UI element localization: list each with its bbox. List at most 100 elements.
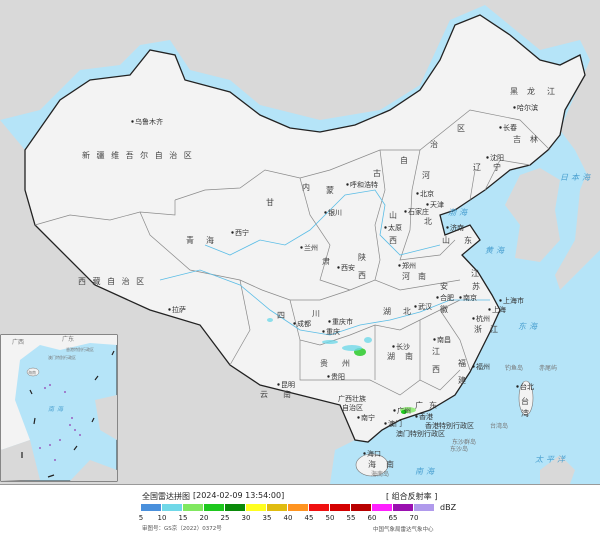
city-dot <box>357 416 360 419</box>
map-label: 海口 <box>367 449 381 458</box>
city-dot <box>472 317 475 320</box>
city-dot <box>472 365 475 368</box>
city-dot <box>436 296 439 299</box>
map-label: 台湾岛 <box>490 422 508 430</box>
philippines <box>540 455 575 484</box>
map-label: 古 <box>373 168 383 178</box>
scale-tick-label: 70 <box>409 514 419 522</box>
color-swatch <box>393 504 413 511</box>
map-label: 州 <box>342 359 352 368</box>
color-swatch <box>225 504 245 511</box>
map-label: 福 <box>458 359 468 368</box>
scale-tick-label: 60 <box>367 514 377 522</box>
legend-product: [ 组合反射率 ] <box>386 492 438 501</box>
map-label: 贵 <box>320 358 330 368</box>
map-label: 香港 <box>419 412 433 421</box>
city-dot <box>404 210 407 213</box>
map-label: 南 <box>405 351 415 361</box>
map-label: 区 <box>457 124 467 133</box>
map-label: 甘 <box>266 197 276 207</box>
city-dot <box>459 296 462 299</box>
city-dot <box>392 345 395 348</box>
city-dot <box>415 415 418 418</box>
inset-label-hainan: 海南 <box>28 369 36 375</box>
color-swatch <box>246 504 266 511</box>
map-label: 南 <box>418 271 428 281</box>
map-label: 川 <box>312 309 322 318</box>
map-label: 苏 <box>472 281 482 291</box>
map-label: 河 <box>422 170 432 180</box>
map-label: 呼和浩特 <box>350 180 378 189</box>
map-label: 兰州 <box>304 243 318 252</box>
map-label: 新 疆 维 吾 尔 自 治 区 <box>82 150 194 160</box>
city-dot <box>277 383 280 386</box>
city-dot <box>346 183 349 186</box>
map-label: 东沙群岛 <box>452 438 476 446</box>
map-label: 钓鱼岛 <box>505 364 523 372</box>
map-label: 广 <box>415 400 425 410</box>
city-dot <box>414 305 417 308</box>
scale-tick-label: 25 <box>220 514 230 522</box>
map-label: 西 <box>358 271 368 280</box>
city-dot <box>324 211 327 214</box>
sea-label: 日本海 <box>560 173 593 182</box>
map-label: 蒙 <box>326 185 336 195</box>
city-dot <box>499 126 502 129</box>
taiwan-island <box>518 380 534 416</box>
legend-title: 全国雷达拼图 <box>142 492 190 501</box>
radar-echoes <box>267 318 416 414</box>
map-label: 辽 <box>473 163 483 172</box>
map-label: 乌鲁木齐 <box>135 117 163 126</box>
map-label: 浙 <box>474 324 484 334</box>
map-label: 南宁 <box>361 413 375 422</box>
map-label: 澳门 <box>388 419 402 428</box>
map-label: 南 <box>283 389 293 399</box>
map-label: 台北 <box>520 382 534 391</box>
city-dot <box>499 299 502 302</box>
scale-tick-label: 45 <box>304 514 314 522</box>
map-label: 重庆市 <box>332 317 353 326</box>
map-label: 山 <box>389 210 399 220</box>
map-label: 南昌 <box>437 335 451 344</box>
japan <box>555 140 600 290</box>
map-label: 香港特别行政区 <box>425 421 474 430</box>
map-label: 自 <box>400 155 410 165</box>
rivers <box>159 189 490 336</box>
province-borders <box>34 109 551 396</box>
map-label: 安 <box>440 281 450 291</box>
map-label: 西 藏 自 治 区 <box>78 276 146 286</box>
city-dot <box>293 322 296 325</box>
map-label: 上海市 <box>503 296 524 305</box>
map-label: 四 <box>277 311 287 320</box>
legend-unit: dBZ <box>440 503 457 512</box>
map-label: 西 <box>432 365 442 374</box>
sea-label: 渤海 <box>448 208 470 217</box>
city-dot <box>426 203 429 206</box>
map-label: 北京 <box>420 189 434 198</box>
map-label: 云 <box>260 390 270 399</box>
scale-tick-label: 10 <box>157 514 167 522</box>
legend-timestamp: [2024-02-09 13:54:00] <box>193 491 285 500</box>
map-label: 北 <box>424 217 434 226</box>
map-label: 西 <box>389 236 399 245</box>
source-agency: 中国气象局雷达气象中心 <box>373 527 434 533</box>
map-label: 银川 <box>328 208 342 217</box>
map-label: 长春 <box>503 123 517 132</box>
inset-label-hk: 香港特别行政区 <box>66 346 94 352</box>
map-label: 东沙岛 <box>450 445 468 453</box>
map-label: 江 <box>471 269 481 278</box>
city-dot <box>433 338 436 341</box>
map-label: 天津 <box>430 201 444 209</box>
map-label: 贵阳 <box>331 372 345 381</box>
inset-label-macau: 澳门特别行政区 <box>48 354 76 360</box>
map-label: 徽 <box>440 304 450 314</box>
map-label: 龙 <box>527 86 537 96</box>
map-label: 海 <box>206 235 216 245</box>
city-dot <box>363 452 366 455</box>
sea-label: 东海 <box>518 322 540 331</box>
neighbor-land-north <box>0 0 600 200</box>
color-scale-bar <box>141 504 435 511</box>
city-dot <box>416 192 419 195</box>
city-dot <box>131 120 134 123</box>
map-label: 河 <box>402 271 412 281</box>
